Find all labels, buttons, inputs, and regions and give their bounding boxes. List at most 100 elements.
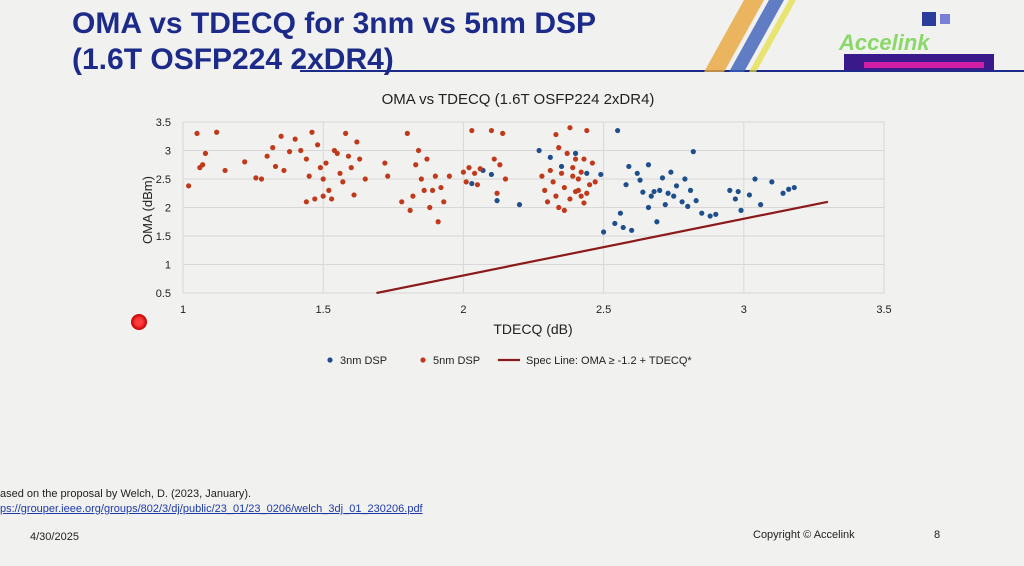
logo-text: Accelink (838, 30, 931, 55)
point-5nm (337, 170, 343, 176)
scatter-chart: OMA vs TDECQ (1.6T OSFP224 2xDR4) 1 1.5 2 2… (140, 91, 892, 367)
accelink-logo: Accelink (704, 0, 994, 72)
point-5nm (584, 127, 590, 134)
point-5nm (264, 153, 270, 159)
point-5nm (424, 156, 430, 162)
point-5nm (317, 165, 323, 171)
point-5nm (466, 165, 472, 171)
point-5nm (581, 200, 587, 206)
point-5nm (491, 156, 497, 162)
point-3nm (732, 196, 738, 202)
point-3nm (637, 177, 643, 183)
point-3nm (738, 207, 744, 213)
footnote-link[interactable]: ps://grouper.ieee.org/groups/802/3/dj/pu… (0, 503, 423, 515)
point-3nm (735, 188, 741, 195)
point-5nm (556, 145, 562, 151)
slide-title-line2: (1.6T OSFP224 2xDR4) (72, 43, 394, 76)
point-5nm (326, 187, 332, 193)
y-tick-label: 0.5 (156, 288, 171, 300)
point-5nm (410, 193, 416, 199)
point-5nm (270, 145, 276, 151)
point-3nm (634, 170, 640, 176)
point-5nm (200, 162, 206, 168)
point-5nm (194, 130, 200, 136)
x-tick-label: 1 (180, 304, 186, 316)
point-5nm (502, 176, 509, 182)
point-3nm (601, 229, 607, 235)
legend-3nm: 3nm DSP (327, 355, 387, 367)
point-5nm (550, 179, 556, 185)
point-3nm (547, 154, 553, 160)
point-5nm (441, 199, 447, 205)
point-3nm (687, 187, 694, 193)
y-tick-label: 1 (165, 260, 171, 272)
footer-copyright: Copyright © Accelink (753, 529, 855, 541)
footer-date: 4/30/2025 (30, 531, 79, 543)
y-tick-label: 3.5 (156, 117, 171, 129)
y-tick-label: 2.5 (156, 174, 171, 186)
point-3nm (693, 198, 699, 204)
title-divider (300, 70, 1024, 72)
x-tick-label: 1.5 (316, 304, 331, 316)
point-5nm (292, 136, 298, 142)
point-3nm (780, 190, 786, 196)
point-5nm (348, 165, 354, 171)
point-3nm (617, 210, 624, 216)
point-3nm (558, 163, 565, 170)
point-3nm (488, 171, 495, 178)
point-5nm (418, 176, 424, 182)
point-3nm (668, 169, 674, 175)
point-5nm (309, 129, 315, 135)
point-3nm (671, 193, 677, 199)
point-5nm (564, 150, 570, 156)
y-tick-label: 2 (165, 203, 171, 215)
y-tick-label: 1.5 (156, 231, 171, 243)
point-3nm (786, 186, 792, 192)
point-5nm (429, 187, 436, 193)
point-5nm (556, 204, 562, 211)
point-3nm (536, 147, 542, 154)
point-3nm (713, 211, 719, 217)
point-5nm (242, 159, 248, 165)
point-5nm (258, 176, 265, 182)
point-3nm (746, 192, 753, 198)
point-3nm (682, 176, 688, 182)
point-5nm (592, 179, 598, 185)
legend-5nm: 5nm DSP (420, 355, 480, 367)
spec-line (376, 200, 829, 295)
point-5nm (477, 166, 483, 172)
point-3nm (791, 184, 797, 191)
point-5nm (357, 156, 363, 162)
x-tick-label: 3.5 (876, 304, 891, 316)
laser-pointer-dot (131, 314, 147, 330)
point-5nm (303, 199, 309, 205)
point-3nm (598, 171, 604, 178)
point-5nm (303, 156, 309, 162)
point-5nm (472, 170, 478, 176)
chart-title: OMA vs TDECQ (1.6T OSFP224 2xDR4) (382, 91, 655, 108)
point-5nm (186, 183, 192, 189)
legend-3nm-marker (327, 357, 333, 363)
point-5nm (575, 187, 581, 193)
point-5nm (362, 176, 368, 182)
point-3nm (516, 202, 523, 208)
point-5nm (399, 199, 405, 205)
y-tick-label: 3 (165, 146, 171, 158)
legend-5nm-marker (420, 357, 426, 363)
point-5nm (488, 127, 495, 134)
point-3nm (645, 162, 652, 168)
point-3nm (648, 193, 654, 199)
point-3nm (615, 127, 621, 134)
legend-5nm-label: 5nm DSP (433, 355, 480, 367)
point-5nm (578, 193, 584, 199)
point-3nm (665, 190, 671, 196)
point-5nm (435, 219, 441, 225)
point-5nm (314, 142, 321, 148)
point-5nm (561, 184, 567, 191)
point-5nm (329, 196, 335, 202)
point-5nm (421, 187, 427, 193)
legend-3nm-label: 3nm DSP (340, 355, 387, 367)
point-5nm (570, 173, 576, 179)
point-3nm (685, 203, 691, 209)
point-3nm (690, 149, 696, 155)
